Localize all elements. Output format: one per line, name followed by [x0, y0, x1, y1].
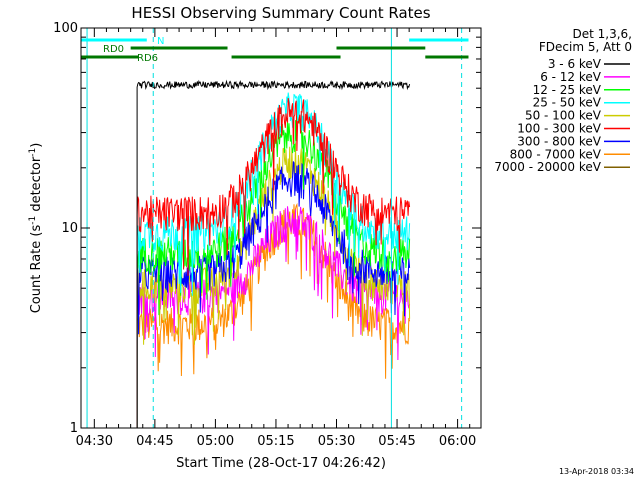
x-tick-label: 04:30: [76, 434, 113, 449]
y-axis-label-main: Count Rate (s: [29, 225, 44, 314]
legend-entry-label: 7000 - 20000 keV: [494, 160, 601, 174]
series-layer: [136, 79, 411, 428]
x-axis-label: Start Time (28-Oct-17 04:26:42): [176, 456, 386, 471]
series-line: [136, 161, 411, 428]
x-tick-label: 06:00: [439, 434, 476, 449]
series-line: [136, 98, 411, 428]
flag-bars: N RD0 RD6: [81, 36, 469, 64]
legend-header-1: Det 1,3,6,: [573, 27, 633, 41]
x-tick-label: 05:30: [318, 434, 355, 449]
flag-bar-label: N: [157, 36, 164, 47]
x-axis-ticks: 04:30 04:45 05:00 05:15 05:30 05:45 06:00: [76, 28, 476, 449]
legend-entry-label: 300 - 800 keV: [517, 134, 601, 148]
series-line: [136, 202, 411, 428]
y-tick-label: 10: [61, 221, 78, 236]
y-axis-label-sup2: -1: [28, 148, 38, 157]
y-tick-label: 1: [70, 421, 78, 436]
x-tick-label: 04:45: [136, 434, 173, 449]
legend-entry-label: 50 - 100 keV: [525, 109, 602, 123]
timestamp: 13-Apr-2018 03:34: [559, 467, 634, 476]
y-axis-ticks: 1 10 100: [53, 21, 481, 436]
y-tick-label: 100: [53, 21, 78, 36]
legend-entry-label: 100 - 300 keV: [517, 122, 601, 136]
y-axis-label-sup1: -1: [28, 216, 38, 225]
y-axis-label-close: ): [29, 143, 44, 148]
x-tick-label: 05:00: [197, 434, 234, 449]
chart-title: HESSI Observing Summary Count Rates: [131, 4, 430, 22]
series-line: [136, 92, 411, 428]
legend-entry-label: 12 - 25 keV: [533, 83, 602, 97]
y-axis-label: Count Rate (s-1 detector-1): [28, 143, 44, 314]
y-axis-label-tail: detector: [29, 156, 44, 216]
legend-entry-label: 25 - 50 keV: [533, 96, 602, 110]
legend-entry-label: 3 - 6 keV: [548, 57, 602, 71]
x-tick-label: 05:15: [257, 434, 294, 449]
flag-bar-label: RD6: [137, 53, 158, 64]
legend-header-2: FDecim 5, Att 0: [539, 40, 632, 54]
legend-entry-label: 6 - 12 keV: [540, 70, 602, 84]
legend-entry-label: 800 - 7000 keV: [510, 147, 602, 161]
x-tick-label: 05:45: [378, 434, 415, 449]
series-line: [136, 79, 411, 428]
flag-bar-label: RD0: [103, 44, 124, 55]
